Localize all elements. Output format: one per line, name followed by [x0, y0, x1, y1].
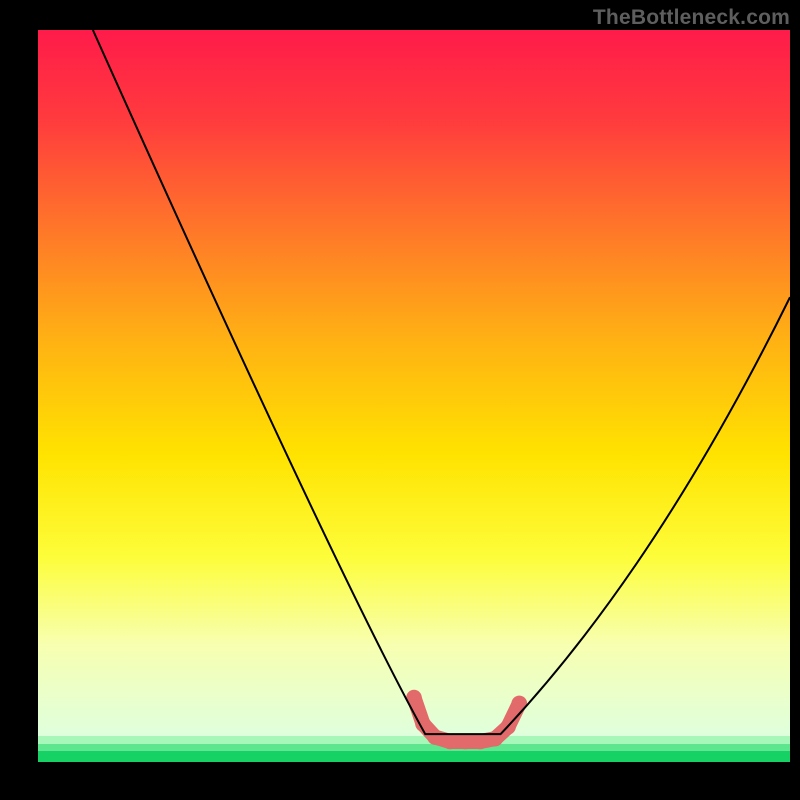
- plot-area: [38, 30, 790, 762]
- vertex-marker: [472, 734, 488, 750]
- vertex-marker: [457, 734, 473, 750]
- watermark-text: TheBottleneck.com: [593, 6, 790, 30]
- vertex-marker: [427, 729, 443, 745]
- chart-frame: TheBottleneck.com: [0, 0, 800, 800]
- chart-svg: [38, 30, 790, 762]
- vertex-marker: [442, 734, 458, 750]
- bottleneck-v-curve: [93, 30, 790, 734]
